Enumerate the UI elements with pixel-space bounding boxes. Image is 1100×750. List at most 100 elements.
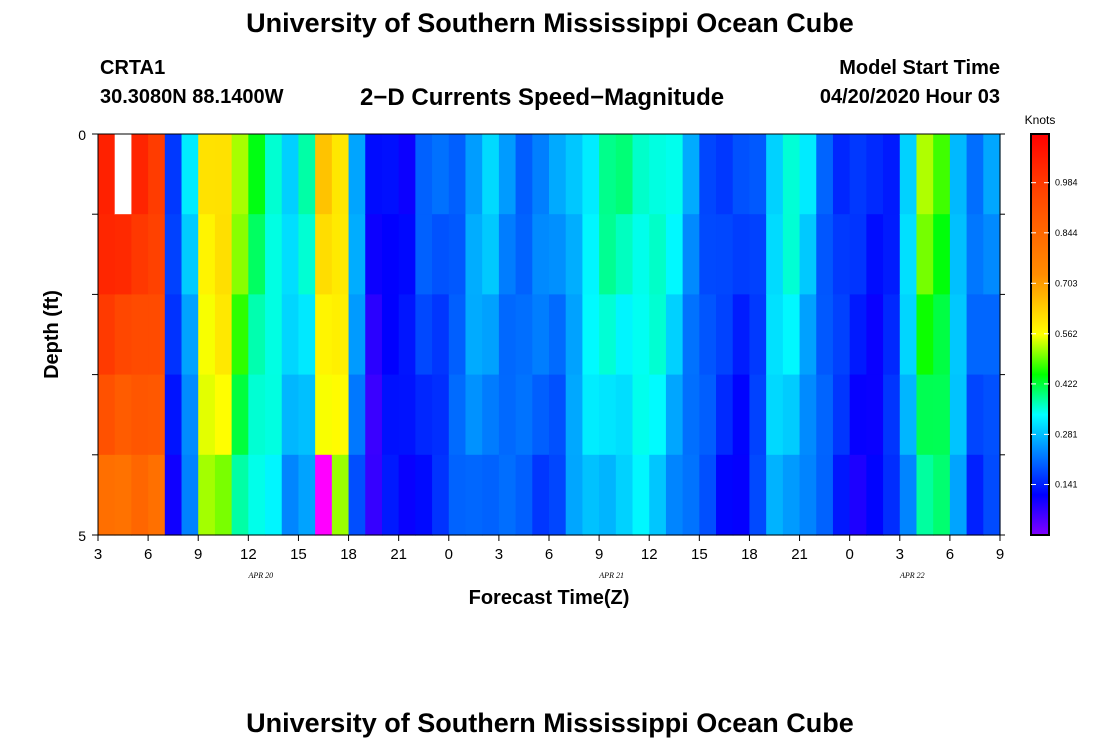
- heatmap-cell: [114, 374, 132, 456]
- heatmap-cell: [883, 214, 901, 295]
- model-start-label: Model Start Time: [839, 57, 1000, 79]
- heatmap-cell: [883, 294, 901, 376]
- heatmap-cell: [699, 374, 717, 456]
- heatmap-cell: [665, 454, 684, 536]
- heatmap-cell: [799, 214, 817, 295]
- heatmap-cell: [732, 294, 751, 376]
- heatmap-cell: [832, 294, 851, 376]
- heatmap-cell: [331, 454, 350, 536]
- heatmap-cell: [164, 134, 183, 215]
- heatmap-cell: [649, 134, 667, 215]
- heatmap-cell: [782, 374, 801, 456]
- heatmap-cell: [949, 454, 968, 536]
- heatmap-cell: [899, 294, 918, 376]
- heatmap-cell: [699, 134, 717, 215]
- heatmap-cell: [716, 134, 734, 215]
- heatmap-cell: [816, 214, 834, 295]
- heatmap-cell: [549, 214, 567, 295]
- heatmap-cell: [465, 374, 483, 456]
- heatmap-cell: [448, 454, 467, 536]
- heatmap-cell: [214, 294, 233, 376]
- heatmap-cell: [148, 454, 166, 536]
- heatmap-cell: [549, 454, 567, 536]
- page-title: University of Southern Mississippi Ocean…: [246, 8, 854, 38]
- heatmap-cell: [281, 454, 300, 536]
- heatmap-cell: [682, 214, 700, 295]
- heatmap-cell: [883, 134, 901, 215]
- heatmap-cell: [415, 374, 433, 456]
- y-tick-label: 5: [78, 528, 86, 544]
- x-tick-label: 3: [94, 546, 102, 563]
- heatmap-cell: [315, 454, 333, 536]
- heatmap-cell: [916, 454, 934, 536]
- heatmap-cell: [415, 294, 433, 376]
- heatmap-cell: [649, 454, 667, 536]
- heatmap-cell: [164, 454, 183, 536]
- heatmap-cell: [849, 214, 867, 295]
- heatmap-cell: [565, 294, 583, 376]
- heatmap-cell: [732, 454, 751, 536]
- heatmap-cell: [549, 134, 567, 215]
- heatmap-cell: [933, 294, 951, 376]
- heatmap-cell: [883, 454, 901, 536]
- heatmap-cell: [248, 214, 266, 295]
- heatmap-cell: [966, 134, 984, 215]
- heatmap-cell: [749, 214, 767, 295]
- x-tick-label: 18: [741, 546, 758, 563]
- heatmap-cell: [248, 454, 266, 536]
- heatmap-cell: [214, 214, 233, 295]
- heatmap-cell: [398, 214, 416, 295]
- heatmap-cell: [348, 294, 366, 376]
- x-axis-label: Forecast Time(Z): [469, 587, 630, 609]
- heatmap-cell: [632, 214, 650, 295]
- heatmap-cell: [532, 374, 550, 456]
- heatmap-cell: [515, 454, 533, 536]
- heatmap-cell: [465, 134, 483, 215]
- x-tick-label: 18: [340, 546, 357, 563]
- heatmap-cell: [415, 214, 433, 295]
- heatmap-cell: [331, 294, 350, 376]
- heatmap-cell: [849, 134, 867, 215]
- heatmap-cell: [632, 454, 650, 536]
- x-tick-label: 9: [194, 546, 202, 563]
- heatmap-cell: [799, 374, 817, 456]
- heatmap-cell: [315, 134, 333, 215]
- heatmap-cell: [131, 214, 149, 295]
- heatmap-cell: [181, 454, 199, 536]
- colorbar-tick-label: 0.422: [1055, 379, 1078, 389]
- heatmap-cell: [98, 294, 116, 376]
- heatmap-cell: [231, 374, 249, 456]
- heatmap-cell: [565, 134, 583, 215]
- heatmap-cell: [532, 214, 550, 295]
- heatmap-cell: [682, 134, 700, 215]
- heatmap-cell: [98, 374, 116, 456]
- heatmap-cell: [615, 214, 634, 295]
- heatmap-cell: [749, 134, 767, 215]
- colorbar-tick-label: 0.703: [1055, 278, 1078, 288]
- heatmap-cell: [983, 294, 1001, 376]
- heatmap-cell: [231, 214, 249, 295]
- heatmap-cell: [949, 214, 968, 295]
- heatmap-cell: [632, 374, 650, 456]
- heatmap-cell: [766, 454, 784, 536]
- heatmap-cell: [131, 454, 149, 536]
- heatmap-cell: [816, 454, 834, 536]
- heatmap-cell: [465, 294, 483, 376]
- heatmap-cell: [816, 374, 834, 456]
- heatmap-cell: [148, 134, 166, 215]
- heatmap-cell: [515, 374, 533, 456]
- heatmap-cell: [381, 214, 400, 295]
- heatmap-cell: [682, 454, 700, 536]
- heatmap-cell: [782, 214, 801, 295]
- heatmap-cell: [415, 134, 433, 215]
- heatmap-cell: [365, 214, 383, 295]
- heatmap-cell: [298, 134, 316, 215]
- heatmap-cell: [732, 374, 751, 456]
- heatmap-cell: [582, 454, 600, 536]
- heatmap-cell: [866, 134, 884, 215]
- colorbar-tick-label: 0.141: [1055, 480, 1078, 490]
- heatmap-cell: [615, 374, 634, 456]
- colorbar-tick-label: 0.844: [1055, 228, 1078, 238]
